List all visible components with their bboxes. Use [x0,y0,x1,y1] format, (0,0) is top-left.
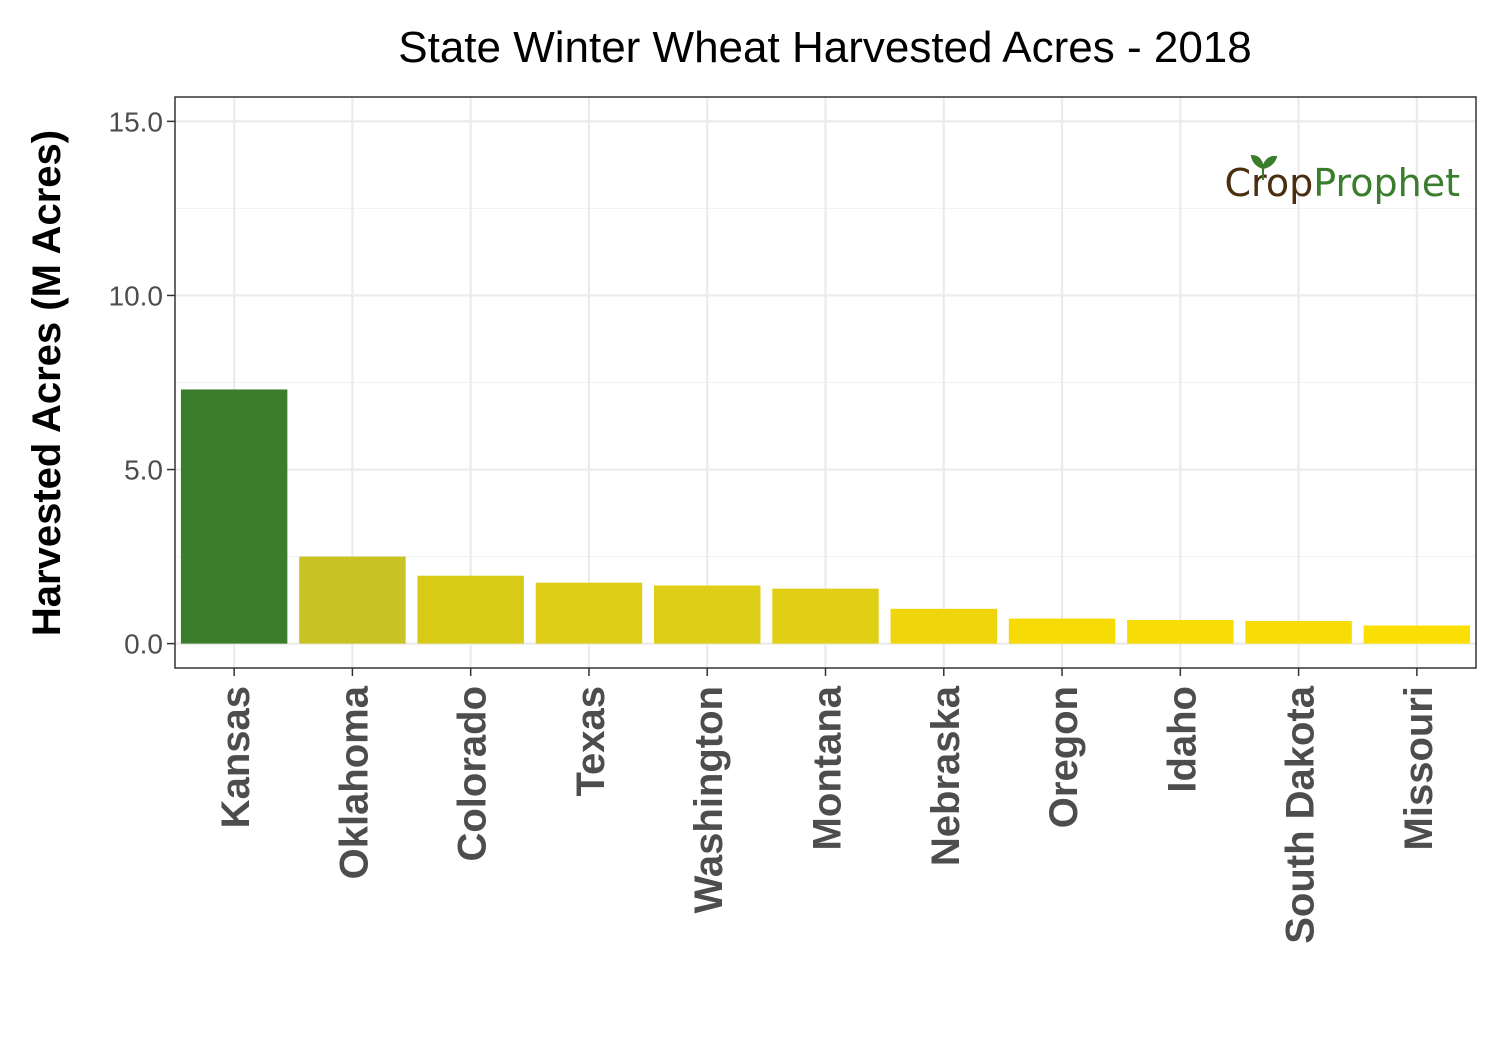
y-axis-ticks: 0.0 5.0 10.0 15.0 [109,106,175,660]
x-tick-label: Nebraska [924,685,968,866]
y-tick-label: 10.0 [109,280,164,311]
logo-text: CropProphet [1225,161,1460,205]
x-tick-label: South Dakota [1279,685,1323,944]
gridlines [175,97,1476,668]
bar-nebraska [890,608,997,644]
bar-washington [654,585,761,644]
bar-kansas [180,389,288,644]
logo-text-crop: Crop [1225,161,1314,205]
logo-text-prophet: Prophet [1313,161,1460,205]
chart-title: State Winter Wheat Harvested Acres - 201… [398,23,1252,72]
x-tick-label: Oregon [1042,686,1086,828]
x-tick-label: Montana [806,685,850,850]
y-tick-label: 15.0 [109,106,164,137]
x-tick-label: Colorado [451,686,495,862]
bar-montana [772,588,879,644]
bar-oklahoma [299,556,406,644]
cropprophet-logo: CropProphet [1225,154,1460,205]
bar-south-dakota [1245,620,1352,644]
y-tick-label: 0.0 [124,629,163,660]
x-tick-label: Kansas [214,686,258,828]
bar-colorado [417,575,524,644]
bar-missouri [1363,625,1471,644]
y-tick-label: 5.0 [124,455,163,486]
bar-texas [535,582,643,644]
x-axis-ticks: Kansas Oklahoma Colorado Texas Washington Mon… [214,668,1441,944]
x-tick-label: Idaho [1160,686,1204,793]
x-tick-label: Texas [569,686,613,796]
y-axis-label: Harvested Acres (M Acres) [25,130,69,636]
x-tick-label: Oklahoma [332,685,376,879]
bars [180,389,1471,644]
bar-oregon [1008,618,1116,644]
bar-idaho [1127,619,1234,644]
sprout-icon [1250,154,1278,180]
x-tick-label: Washington [687,686,731,913]
x-tick-label: Missouri [1397,686,1441,850]
